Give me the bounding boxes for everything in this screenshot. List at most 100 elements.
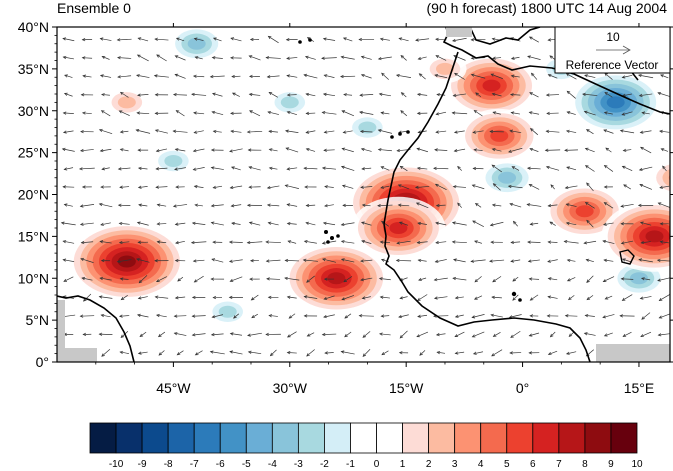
wind-vector <box>603 111 613 115</box>
wind-vector <box>433 296 448 300</box>
wind-vector <box>248 55 261 61</box>
wind-vector <box>174 222 186 226</box>
wind-vector <box>174 167 186 171</box>
colorbar-swatch <box>167 422 195 454</box>
colorbar-swatch <box>402 422 430 454</box>
wind-vector <box>267 295 279 300</box>
wind-vector <box>549 221 556 226</box>
wind-vector <box>436 93 446 97</box>
wind-vector <box>471 331 485 338</box>
wind-vector <box>638 93 653 97</box>
wind-vector <box>212 185 223 189</box>
wind-vector <box>304 185 317 189</box>
wind-vector <box>101 55 110 60</box>
wind-vector <box>323 74 335 78</box>
colorbar-label: -4 <box>268 459 277 470</box>
wind-vector <box>136 54 149 62</box>
wind-vector <box>641 312 651 320</box>
wind-vector <box>452 93 467 97</box>
wind-vector <box>246 130 263 134</box>
wind-vector <box>639 183 653 190</box>
wind-vector <box>340 74 356 79</box>
island <box>518 298 522 302</box>
wind-vector <box>586 182 594 192</box>
wind-vector <box>398 221 409 226</box>
wind-vector <box>303 314 318 318</box>
wind-vector <box>119 185 130 189</box>
wind-vector <box>324 185 334 189</box>
wind-vector <box>305 221 316 226</box>
wind-vector <box>510 259 521 263</box>
missing-data-region <box>57 348 97 362</box>
wind-vector <box>510 74 520 78</box>
wind-vector <box>603 202 614 209</box>
wind-vector <box>98 202 113 208</box>
colorbar-swatch <box>219 422 247 454</box>
wind-vector <box>137 296 148 300</box>
colorbar-label: 8 <box>582 459 588 470</box>
wind-vector <box>512 220 518 227</box>
wind-vector <box>306 349 315 357</box>
wind-vector <box>157 331 166 338</box>
wind-vector <box>380 314 390 318</box>
lat-tick-label: 10°N <box>18 270 49 286</box>
wind-vector <box>231 221 241 226</box>
wind-vector <box>564 148 578 152</box>
wind-vector <box>99 276 112 281</box>
wind-vector <box>267 110 280 115</box>
wind-vector <box>566 258 576 263</box>
wind-vector <box>509 93 521 97</box>
wind-vector <box>80 148 94 153</box>
wind-vector <box>287 240 297 244</box>
map-axes: 40°N 35°N 30°N 25°N 20°N 15°N 10°N 5°N 0° 45°W 30°… <box>18 19 673 396</box>
wind-vector <box>489 129 504 134</box>
wind-vector <box>603 332 613 337</box>
wind-vector <box>451 240 467 244</box>
anomaly-contour <box>482 79 501 92</box>
anomaly-contour <box>164 155 183 167</box>
wind-vector <box>135 129 151 134</box>
wind-vector <box>583 332 596 336</box>
wind-vector <box>340 240 355 244</box>
wind-vector <box>457 202 462 208</box>
anomaly-contour <box>498 171 517 184</box>
wind-vector <box>321 111 337 115</box>
wind-vector <box>640 331 652 338</box>
wind-vector <box>545 93 560 97</box>
lon-tick-label: 15°E <box>624 380 655 396</box>
island <box>326 240 330 244</box>
wind-vector <box>399 330 408 339</box>
colorbar-swatch <box>245 422 273 454</box>
wind-vector <box>286 295 297 299</box>
wind-vector <box>435 111 447 116</box>
wind-vector <box>565 73 577 80</box>
wind-vector <box>228 295 243 300</box>
wind-vector <box>637 203 654 208</box>
wind-vector <box>249 277 260 281</box>
missing-data-region <box>57 300 65 348</box>
wind-vector <box>621 111 633 116</box>
plot-title-left: Ensemble 0 <box>57 0 131 16</box>
wind-vector <box>416 92 428 97</box>
wind-vector <box>155 185 168 189</box>
wind-vector <box>657 277 670 282</box>
wind-vector <box>321 166 337 170</box>
wind-vector <box>306 275 315 283</box>
wind-vector <box>98 332 113 336</box>
colorbar-label: 0 <box>374 459 380 470</box>
wind-vector <box>154 93 169 97</box>
wind-vector <box>528 111 540 115</box>
wind-vector <box>209 350 225 355</box>
wind-vector <box>470 38 486 42</box>
colorbar-label: 1 <box>400 459 406 470</box>
wind-vector <box>153 74 169 78</box>
wind-vector <box>119 277 129 281</box>
colorbar-label: -5 <box>242 459 251 470</box>
wind-vector <box>193 111 205 115</box>
wind-vector <box>545 165 560 171</box>
wind-vector <box>619 129 635 134</box>
wind-vector <box>472 166 484 171</box>
wind-vector <box>528 351 540 355</box>
wind-vector <box>194 56 203 60</box>
wind-vector <box>305 148 316 152</box>
